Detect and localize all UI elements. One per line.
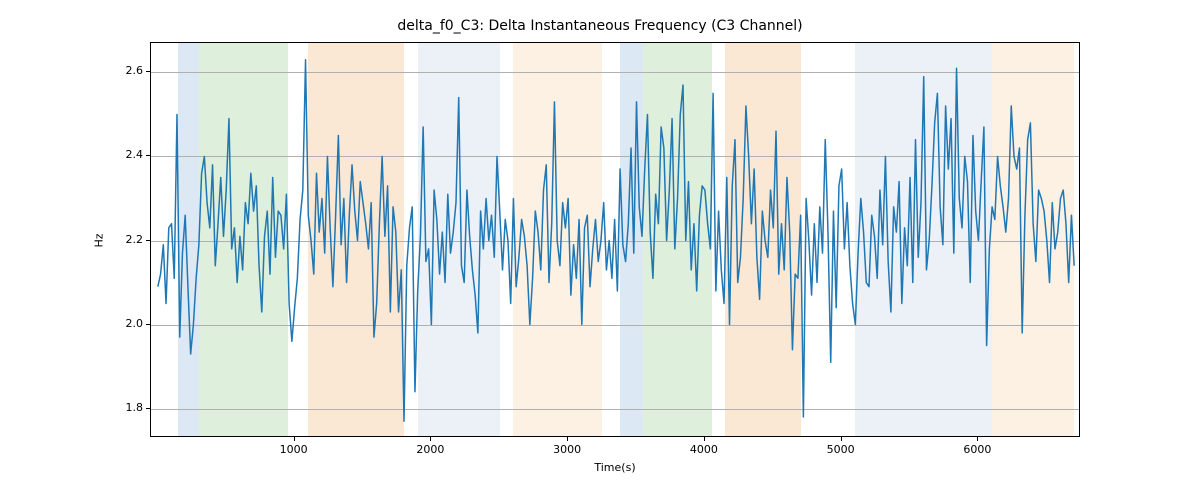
y-tick-label: 1.8 (115, 401, 143, 414)
y-tick-label: 2.4 (115, 148, 143, 161)
x-tick-mark (430, 437, 431, 441)
x-tick-label: 1000 (269, 443, 319, 456)
plot-area (150, 42, 1080, 437)
x-tick-label: 4000 (679, 443, 729, 456)
x-tick-mark (841, 437, 842, 441)
x-axis-label: Time(s) (150, 461, 1080, 474)
y-tick-label: 2.6 (115, 64, 143, 77)
x-tick-mark (704, 437, 705, 441)
y-tick-mark (146, 408, 150, 409)
x-tick-label: 6000 (952, 443, 1002, 456)
y-tick-label: 2.0 (115, 317, 143, 330)
y-tick-mark (146, 71, 150, 72)
x-tick-label: 5000 (816, 443, 866, 456)
figure: delta_f0_C3: Delta Instantaneous Frequen… (0, 0, 1200, 500)
x-tick-label: 3000 (542, 443, 592, 456)
y-axis-label: Hz (93, 233, 106, 247)
x-tick-label: 2000 (405, 443, 455, 456)
y-tick-mark (146, 324, 150, 325)
x-tick-mark (294, 437, 295, 441)
y-tick-mark (146, 155, 150, 156)
x-tick-mark (977, 437, 978, 441)
chart-title: delta_f0_C3: Delta Instantaneous Frequen… (0, 18, 1200, 34)
line-series (151, 43, 1080, 437)
y-tick-mark (146, 240, 150, 241)
x-tick-mark (567, 437, 568, 441)
y-tick-label: 2.2 (115, 233, 143, 246)
